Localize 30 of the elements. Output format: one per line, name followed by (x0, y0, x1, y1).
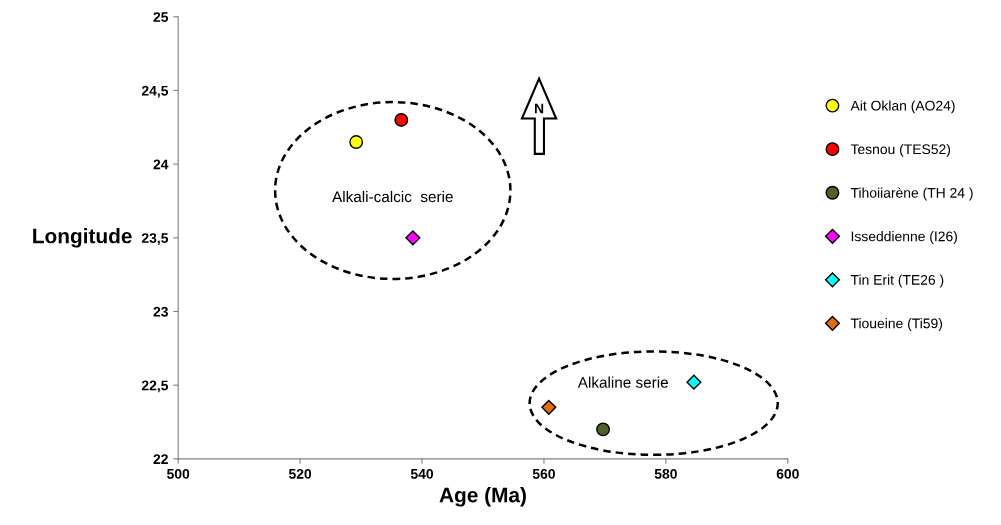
x-tick-label: 560 (532, 468, 555, 479)
y-tick-label: 24,5 (141, 85, 169, 98)
point (541, 399, 557, 415)
x-tick-label: 500 (167, 468, 190, 479)
y-tick-label: 23 (153, 306, 168, 317)
annotation: Alkali-calcic serie (332, 190, 453, 203)
point (394, 112, 409, 127)
legend-label: Tioueine (Ti59) (850, 318, 943, 332)
legend-label: Isseddienne (I26) (851, 231, 957, 245)
point (686, 374, 702, 390)
point (405, 230, 421, 246)
x-tick-label: 600 (776, 468, 799, 479)
x-tick-label: 540 (410, 468, 434, 479)
y-tick-label: 23,5 (141, 233, 169, 246)
legend-label: Tihoiiarène (TH 24 ) (850, 187, 973, 201)
y-tick-label: 22,5 (141, 380, 169, 393)
x-tick-label: 520 (288, 468, 312, 479)
y-tick-label: 24 (153, 159, 169, 170)
annotation: N (534, 103, 544, 114)
y-tick-label: 22 (153, 454, 168, 464)
annotation: Alkaline serie (577, 376, 668, 388)
point (596, 422, 611, 437)
legend-label: Tesnou (TES52) (850, 143, 951, 157)
y-tick-label: 25 (153, 12, 169, 22)
y-axis-title: Longitude (33, 228, 132, 248)
point (349, 135, 364, 149)
legend-label: Tin Erit (TE26 ) (850, 274, 944, 288)
x-tick-label: 580 (654, 468, 677, 479)
x-axis-title: Age (Ma) (439, 487, 526, 507)
legend-label: Ait Oklan (AO24) (850, 100, 955, 114)
